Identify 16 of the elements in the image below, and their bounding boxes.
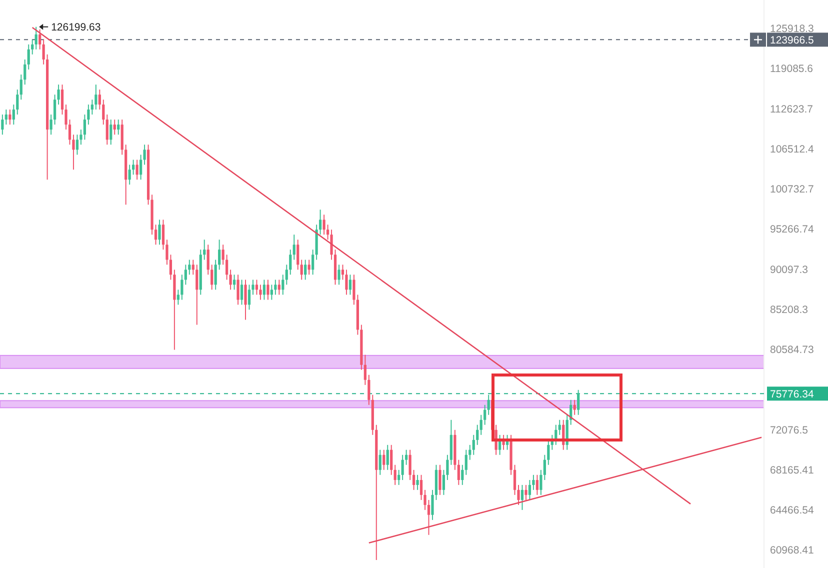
y-tick-label: 85208.3 xyxy=(770,304,808,316)
y-tick-label: 60968.41 xyxy=(770,544,814,557)
y-tick-label: 112623.7 xyxy=(770,103,814,116)
annotation: 126199.63 xyxy=(51,22,101,34)
y-tick-label: 64466.54 xyxy=(770,504,814,517)
y-tick-label: 68165.41 xyxy=(770,464,814,476)
y-tick-label: 125918.3 xyxy=(770,23,814,36)
y-tick-label: 95266.74 xyxy=(770,224,814,236)
y-tick-label: 90097.3 xyxy=(770,264,808,276)
y-tick-label: 80584.73 xyxy=(770,344,814,356)
y-tick-label: 100732.7 xyxy=(770,184,814,196)
ref-line-label: 75776.34 xyxy=(770,388,814,400)
y-tick-label: 106512.4 xyxy=(770,143,814,156)
y-tick-label: 72076.5 xyxy=(770,424,808,436)
y-tick-label: 119085.6 xyxy=(770,63,814,76)
ref-line-label: 123966.5 xyxy=(770,34,814,46)
